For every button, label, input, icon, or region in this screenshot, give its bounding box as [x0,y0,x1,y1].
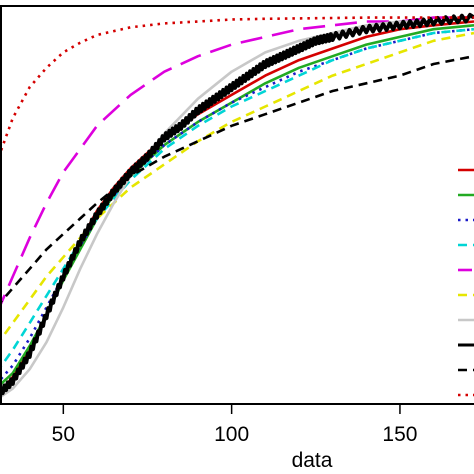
series-line-3 [0,27,474,383]
series-line-5 [0,16,474,310]
legend [458,168,474,397]
x-tick-label-3: 150 [382,423,417,446]
series-layer [0,12,474,399]
plot-frame [0,5,474,405]
series-line-6 [0,31,474,343]
series-line-9 [0,54,474,305]
x-axis: 50 100 150 [52,404,417,446]
series-line-4 [0,27,474,370]
series-line-1 [0,20,474,394]
x-axis-title: data [292,449,333,472]
x-tick-label-2: 100 [214,423,249,446]
series-line-8 [0,12,474,399]
x-tick-label-1: 50 [52,423,75,446]
